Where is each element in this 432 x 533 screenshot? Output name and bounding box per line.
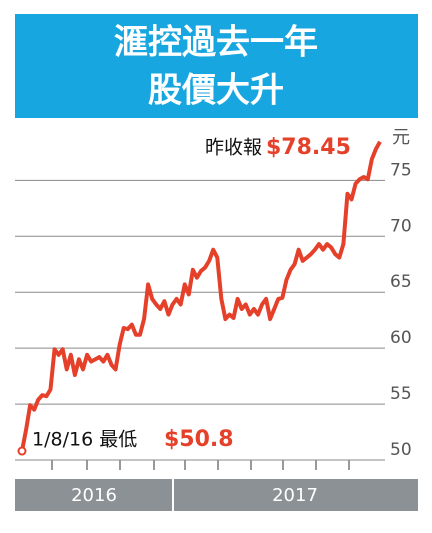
x-axis-ticks	[51, 460, 350, 470]
chart-title: 滙控過去一年	[114, 23, 318, 63]
y-axis-label: 元	[392, 127, 410, 148]
y-tick-label: 65	[390, 272, 412, 292]
price-line	[20, 140, 382, 452]
start-marker	[17, 446, 27, 456]
annotation: 昨收報	[205, 137, 262, 159]
x-tick-label: 2017	[272, 485, 318, 506]
value-label: $50.8	[164, 427, 234, 452]
value-label: $78.45	[266, 135, 351, 160]
y-tick-label: 50	[390, 440, 412, 460]
y-tick-label: 70	[390, 216, 412, 236]
y-tick-label: 75	[390, 160, 412, 180]
y-tick-label: 60	[390, 328, 412, 348]
x-axis-bar	[15, 479, 418, 511]
y-tick-label: 55	[390, 384, 412, 404]
title-box	[15, 14, 418, 118]
chart-title: 股價大升	[148, 71, 284, 111]
x-tick-label: 2016	[71, 485, 117, 506]
annotation: 1/8/16 最低	[32, 429, 137, 451]
